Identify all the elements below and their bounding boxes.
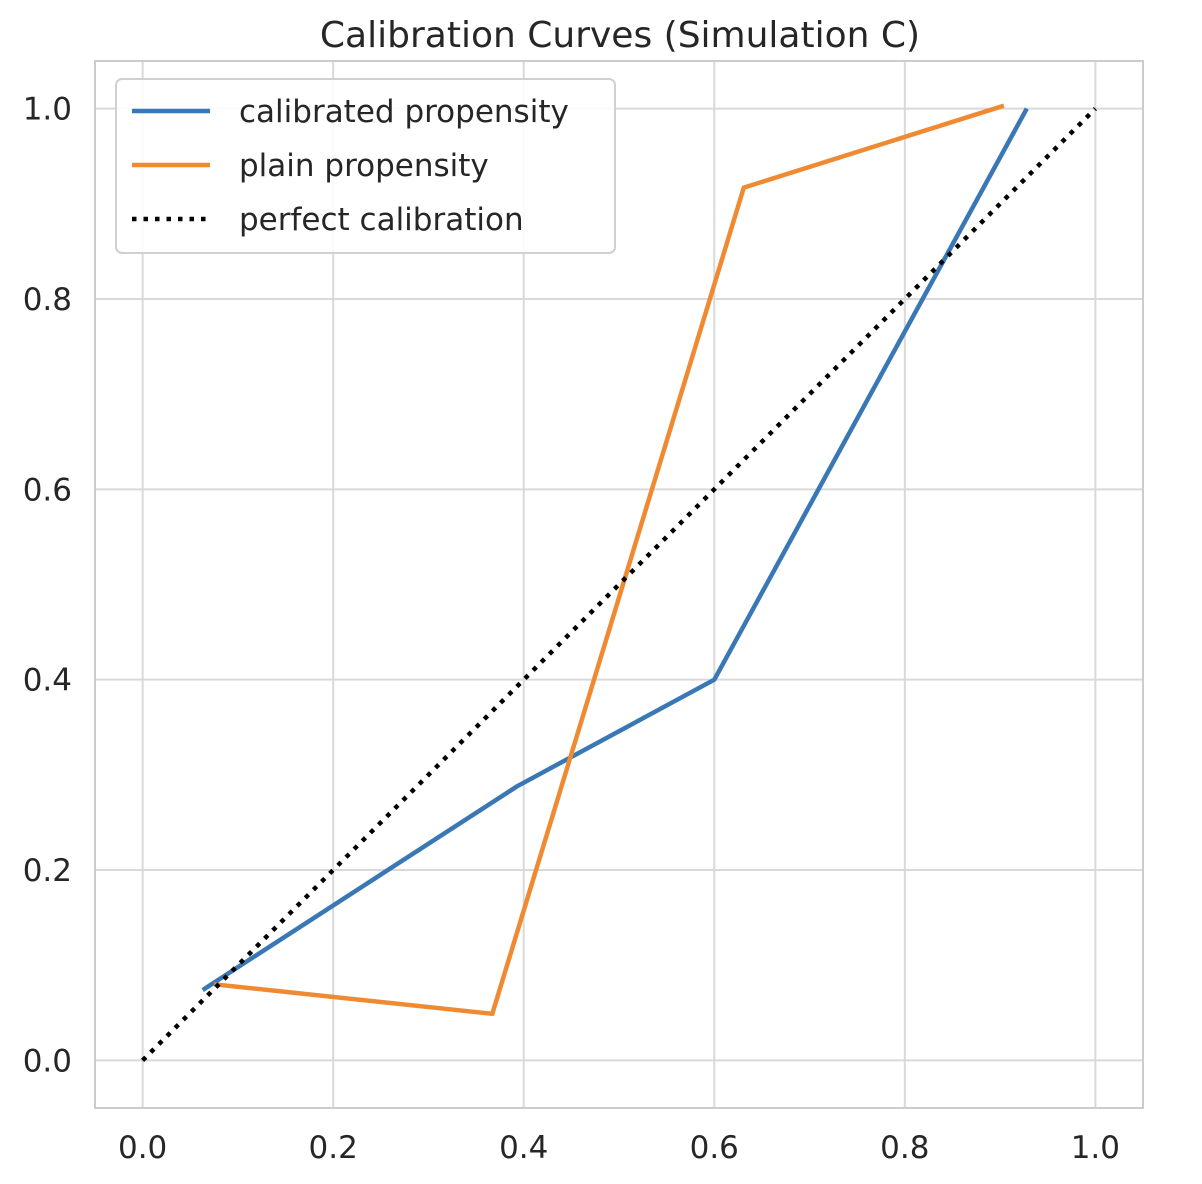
x-tick-label: 0.8 <box>880 1130 929 1166</box>
y-tick-label: 0.8 <box>23 282 72 318</box>
y-tick-label: 0.4 <box>23 663 72 699</box>
x-tick-label: 0.0 <box>118 1130 167 1166</box>
y-tick-label: 0.0 <box>23 1043 72 1079</box>
y-tick-label: 0.6 <box>23 472 72 508</box>
plot-frame <box>94 60 1144 1109</box>
chart-title: Calibration Curves (Simulation C) <box>320 15 920 56</box>
series-layer <box>141 103 1097 1062</box>
legend: calibrated propensity plain propensity per… <box>115 78 616 254</box>
legend-label: perfect calibration <box>239 202 524 238</box>
y-tick-label: 1.0 <box>23 92 72 128</box>
legend-label: calibrated propensity <box>239 94 569 130</box>
legend-label: plain propensity <box>239 148 489 184</box>
tick-labels: 0.0 0.2 0.4 0.6 0.8 1.0 0.0 0.2 0.4 0.6 0.8 1.0 <box>23 92 1120 1166</box>
y-tick-label: 0.2 <box>23 853 72 889</box>
x-tick-label: 0.6 <box>690 1130 739 1166</box>
x-tick-label: 0.4 <box>499 1130 548 1166</box>
legend-box <box>115 78 616 254</box>
x-tick-label: 1.0 <box>1071 1130 1120 1166</box>
series-line-calibrated-propensity <box>201 107 1029 992</box>
series-line-plain-propensity <box>213 103 1005 1017</box>
x-tick-label: 0.2 <box>309 1130 358 1166</box>
